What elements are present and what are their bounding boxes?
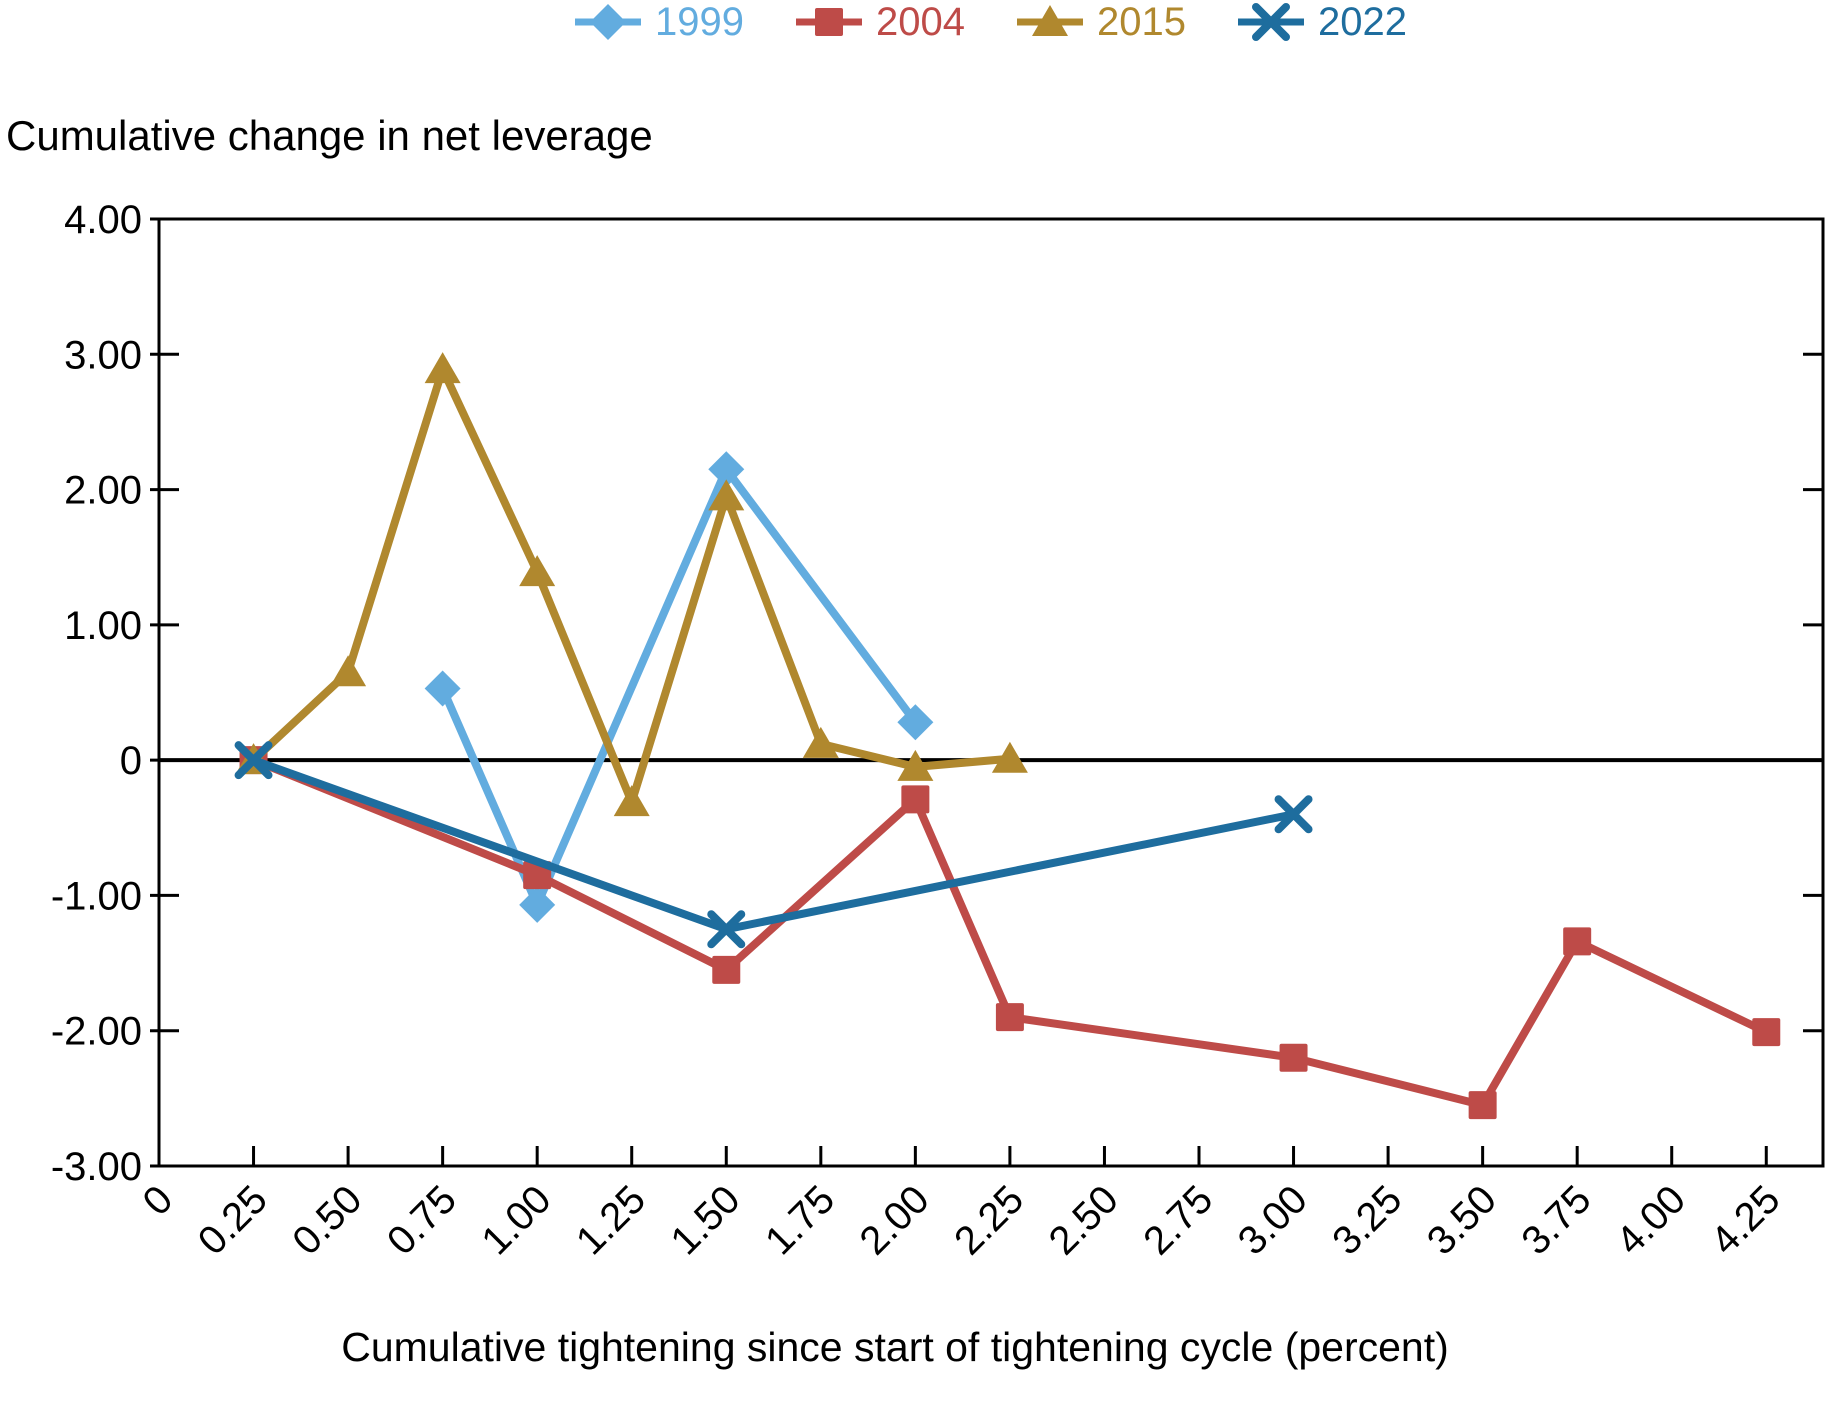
chart-legend: 1999 2004 2015 2022 [70,2,1840,42]
x-marker [234,741,273,780]
series-line-2022 [252,756,1295,934]
diamond-marker [708,451,745,488]
x-tick-label: 0.75 [379,1177,465,1263]
triangle-marker [613,785,650,817]
legend-item-1999: 1999 [573,2,744,42]
x-marker [707,910,746,949]
series-line-1999 [438,461,919,915]
legend-label-2022: 2022 [1317,0,1407,44]
square-marker [995,1003,1024,1032]
diamond-marker [424,670,461,707]
legend-marker-x-icon [1237,3,1304,41]
triangle-marker [802,726,839,758]
x-tick-label: 1.50 [662,1177,748,1263]
y-tick-label: -3.00 [51,1145,142,1189]
x-marker [1251,3,1290,41]
x-tick-label: 4.25 [1702,1177,1788,1263]
x-tick-label: 1.00 [473,1177,559,1263]
square-marker [712,955,741,984]
x-tick-label: 2.25 [946,1177,1032,1263]
x-tick-label: 3.25 [1324,1177,1410,1263]
legend-marker-triangle-icon [1017,5,1083,36]
x-tick-label: 3.50 [1419,1177,1505,1263]
triangle-marker [897,749,934,781]
series-2015 [235,352,1028,817]
diamond-marker [519,886,556,923]
x-tick-label: 1.75 [757,1177,843,1263]
y-tick-label: 3.00 [64,333,142,377]
legend-marker-diamond-icon [575,4,642,40]
chart-title: Cumulative change in net leverage [6,112,653,159]
legend-label-1999: 1999 [655,0,745,44]
square-marker [815,8,844,36]
legend-item-2004: 2004 [794,2,965,42]
y-tick-label: 0 [120,739,142,783]
x-tick-label: 0.50 [284,1177,370,1263]
legend-label-2004: 2004 [876,0,965,44]
triangle-marker [330,655,367,687]
square-marker [1563,927,1592,956]
x-tick-label: 4.00 [1608,1177,1694,1263]
triangle-marker [708,479,745,511]
x-tick-label: 0.25 [190,1177,276,1263]
square-marker [1468,1091,1497,1120]
y-tick-label: 2.00 [64,469,142,513]
legend-item-2022: 2022 [1236,2,1407,42]
y-tick-label: 1.00 [64,604,142,648]
diamond-marker [590,4,627,40]
legend-label-2015: 2015 [1097,0,1186,44]
triangle-marker [1032,5,1068,36]
diamond-marker [897,704,934,741]
square-marker [1279,1043,1308,1072]
x-axis-title: Cumulative tightening since start of tig… [341,1324,1449,1370]
square-marker [1752,1018,1781,1047]
x-tick-label: 3.75 [1513,1177,1599,1263]
triangle-marker [991,741,1028,773]
triangle-marker [519,555,556,587]
x-tick-label: 1.25 [568,1177,654,1263]
y-tick-label: -1.00 [51,874,142,918]
series-line-2015 [250,358,1011,814]
series-2022 [234,741,1313,949]
series-line-2004 [252,756,1769,1110]
y-tick-label: 4.00 [64,198,142,242]
legend-item-2015: 2015 [1015,2,1186,42]
legend-marker-square-icon [796,8,863,36]
x-marker [1274,795,1313,834]
x-tick-label: 2.75 [1135,1177,1221,1263]
y-tick-label: -2.00 [51,1010,142,1054]
series-2004 [239,746,1781,1120]
triangle-marker [424,352,461,384]
x-tick-label: 3.00 [1230,1177,1316,1263]
plot-frame [157,217,1825,1168]
series-1999 [424,451,934,923]
x-tick-label: 2.00 [852,1177,938,1263]
square-marker [901,785,930,814]
x-tick-label: 2.50 [1041,1177,1127,1263]
